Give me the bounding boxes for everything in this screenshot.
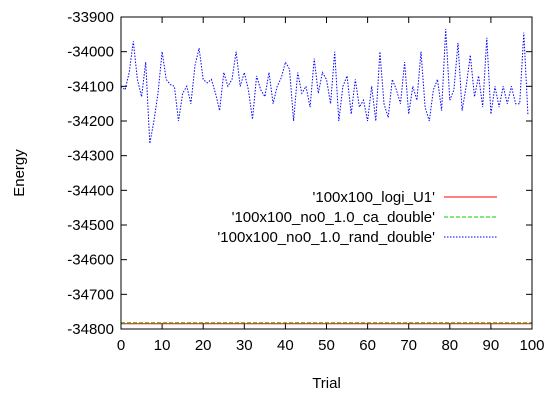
y-tick-label: -34400 xyxy=(67,182,114,199)
y-tick-label: -34800 xyxy=(67,321,114,338)
y-axis-title: Energy xyxy=(11,149,28,197)
x-tick-label: 10 xyxy=(154,337,171,354)
y-tick-label: -33900 xyxy=(67,9,114,26)
y-tick-label: -34300 xyxy=(67,148,114,165)
x-axis-title: Trial xyxy=(312,375,341,392)
x-tick-label: 30 xyxy=(236,337,253,354)
series-line xyxy=(120,29,529,144)
legend-label: '100x100_no0_1.0_ca_double' xyxy=(232,209,436,226)
y-tick-label: -34100 xyxy=(67,78,114,95)
x-tick-label: 90 xyxy=(483,337,500,354)
y-tick-label: -34500 xyxy=(67,217,114,234)
labels-layer: 0 10 20 30 40 50 60 70 80 90 100 -34800 -34700 -34600… xyxy=(67,9,544,354)
y-tick-label: -34200 xyxy=(67,113,114,130)
x-tick-label: 0 xyxy=(117,337,125,354)
x-tick-label: 40 xyxy=(277,337,294,354)
y-tick-label: -34000 xyxy=(67,44,114,61)
x-tick-label: 50 xyxy=(318,337,335,354)
series-layer xyxy=(120,29,532,325)
legend-label: '100x100_no0_1.0_rand_double' xyxy=(217,229,435,246)
x-tick-label: 60 xyxy=(359,337,376,354)
y-tick-label: -34700 xyxy=(67,286,114,303)
legend: '100x100_logi_U1' '100x100_no0_1.0_ca_dou… xyxy=(217,189,497,246)
x-tick-label: 20 xyxy=(195,337,212,354)
ticks-layer xyxy=(120,16,533,330)
legend-label: '100x100_logi_U1' xyxy=(313,189,436,206)
x-tick-label: 70 xyxy=(400,337,417,354)
x-tick-label: 100 xyxy=(519,337,544,354)
y-tick-label: -34600 xyxy=(67,252,114,269)
x-tick-label: 80 xyxy=(441,337,458,354)
plot-frame xyxy=(120,16,533,330)
